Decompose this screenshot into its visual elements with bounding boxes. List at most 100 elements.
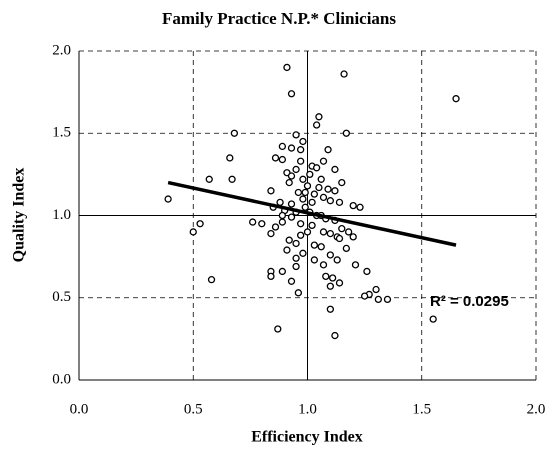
point — [310, 241, 319, 249]
point — [315, 113, 323, 121]
point — [283, 246, 291, 254]
point — [283, 63, 291, 72]
point — [328, 274, 337, 282]
x-tick-label: 2.0 — [527, 401, 546, 417]
point — [342, 129, 350, 137]
y-tick-label: 1.5 — [52, 125, 71, 141]
point — [294, 289, 303, 297]
point — [326, 305, 335, 313]
point — [360, 292, 369, 300]
point — [312, 121, 321, 129]
point — [285, 236, 293, 244]
y-tick-label: 0.0 — [52, 371, 71, 387]
point — [292, 131, 300, 139]
point — [324, 146, 332, 154]
x-tick-label: 1.5 — [412, 401, 431, 417]
point — [319, 261, 328, 269]
point — [271, 154, 280, 162]
point — [374, 295, 382, 304]
point — [164, 195, 172, 203]
point — [278, 267, 287, 276]
trendline — [167, 180, 457, 247]
point — [274, 325, 282, 333]
point — [230, 129, 239, 137]
point — [258, 220, 266, 228]
point — [292, 165, 300, 174]
point — [383, 295, 392, 304]
point — [205, 175, 213, 183]
point — [271, 223, 280, 231]
point — [349, 233, 357, 241]
point — [292, 262, 300, 271]
y-tick-label: 1.0 — [52, 207, 71, 223]
point — [335, 198, 344, 206]
x-tick-label: 0.0 — [70, 401, 89, 417]
point — [301, 203, 309, 211]
point — [278, 142, 287, 151]
point — [228, 175, 236, 183]
point — [303, 182, 312, 190]
point — [287, 172, 296, 180]
point — [331, 187, 339, 195]
point — [324, 185, 332, 193]
point — [287, 90, 296, 98]
point — [331, 331, 339, 340]
point — [287, 200, 296, 208]
point — [351, 261, 360, 269]
x-axis-label: Efficiency Index — [251, 429, 363, 446]
point — [356, 203, 364, 211]
x-tick-label: 1.0 — [298, 401, 317, 417]
point — [429, 315, 437, 323]
point — [326, 282, 335, 290]
y-axis-label: Quality Index — [11, 168, 28, 263]
point — [333, 256, 341, 264]
point — [299, 137, 307, 146]
point — [342, 244, 350, 253]
point — [292, 254, 300, 262]
chart-title: Family Practice N.P.* Clinicians — [162, 9, 396, 28]
point — [285, 178, 293, 187]
point — [326, 229, 335, 238]
point — [310, 256, 319, 264]
point — [207, 276, 216, 284]
point — [319, 157, 328, 165]
point — [326, 197, 335, 205]
point — [338, 178, 346, 187]
point — [338, 225, 346, 233]
point — [301, 188, 309, 197]
point — [276, 198, 284, 206]
point — [308, 221, 316, 230]
point — [292, 239, 300, 248]
point — [308, 198, 316, 206]
point — [278, 155, 287, 164]
point — [344, 228, 353, 236]
y-tick-label: 2.0 — [52, 42, 71, 58]
point — [335, 234, 344, 243]
point — [287, 213, 296, 221]
point — [296, 146, 305, 154]
point — [315, 183, 323, 192]
point — [331, 165, 339, 174]
point — [306, 170, 314, 179]
point — [296, 157, 305, 165]
point — [317, 243, 325, 251]
point — [452, 95, 460, 103]
point — [287, 277, 296, 285]
point — [296, 231, 305, 239]
point — [189, 228, 197, 236]
point — [326, 251, 335, 259]
point — [226, 154, 234, 162]
point — [196, 220, 204, 228]
point — [349, 201, 357, 210]
point — [299, 249, 307, 257]
point — [319, 193, 328, 202]
point — [303, 228, 312, 236]
point — [372, 285, 380, 294]
point — [335, 279, 344, 287]
point — [278, 218, 287, 226]
point — [267, 187, 275, 195]
point — [340, 70, 348, 78]
point — [267, 229, 275, 238]
point — [249, 218, 257, 226]
